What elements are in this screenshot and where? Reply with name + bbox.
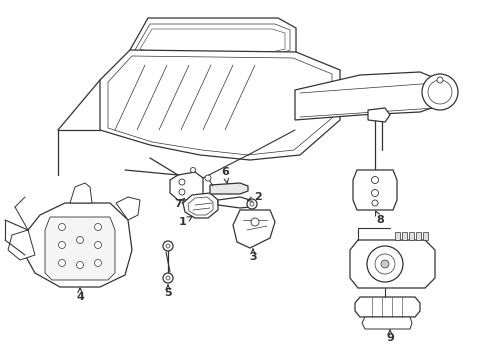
Text: 5: 5 (164, 285, 171, 298)
Circle shape (250, 218, 259, 226)
Circle shape (427, 80, 451, 104)
Text: 2: 2 (247, 192, 262, 202)
Circle shape (59, 260, 65, 266)
Circle shape (246, 199, 257, 209)
Circle shape (436, 77, 442, 83)
Circle shape (163, 241, 173, 251)
Circle shape (59, 242, 65, 248)
Bar (422, 232, 427, 240)
Text: 9: 9 (385, 330, 393, 343)
Bar (415, 232, 420, 240)
Circle shape (94, 224, 102, 230)
Circle shape (421, 74, 457, 110)
Circle shape (380, 260, 388, 268)
Polygon shape (187, 197, 213, 215)
Polygon shape (100, 50, 339, 160)
Text: 7: 7 (174, 198, 184, 209)
Circle shape (179, 189, 184, 195)
Polygon shape (294, 72, 439, 120)
Circle shape (165, 276, 170, 280)
Text: 1: 1 (179, 216, 192, 227)
Bar (401, 232, 406, 240)
Bar (408, 232, 413, 240)
Polygon shape (135, 24, 289, 56)
Polygon shape (354, 297, 419, 317)
Circle shape (94, 242, 102, 248)
Polygon shape (367, 108, 389, 122)
Circle shape (249, 202, 253, 206)
Polygon shape (352, 170, 396, 210)
Polygon shape (232, 210, 274, 248)
Circle shape (165, 244, 170, 248)
Text: 6: 6 (221, 167, 228, 183)
Polygon shape (209, 183, 247, 194)
Polygon shape (361, 317, 411, 329)
Text: 3: 3 (249, 249, 256, 262)
Polygon shape (218, 197, 252, 208)
Circle shape (94, 260, 102, 266)
Polygon shape (25, 203, 132, 287)
Polygon shape (349, 240, 434, 288)
Polygon shape (70, 183, 92, 203)
Circle shape (374, 254, 394, 274)
Circle shape (76, 261, 83, 269)
Polygon shape (116, 197, 140, 220)
Circle shape (366, 246, 402, 282)
Circle shape (59, 224, 65, 230)
Polygon shape (130, 18, 295, 62)
Polygon shape (170, 172, 203, 200)
Polygon shape (183, 193, 218, 218)
Polygon shape (108, 56, 331, 155)
Circle shape (76, 237, 83, 243)
Polygon shape (140, 29, 285, 52)
Text: 4: 4 (76, 288, 84, 302)
Circle shape (163, 273, 173, 283)
Circle shape (371, 189, 378, 197)
Bar (394, 232, 399, 240)
Circle shape (190, 167, 195, 172)
Polygon shape (8, 230, 35, 260)
Circle shape (371, 176, 378, 184)
Text: 8: 8 (375, 211, 383, 225)
Circle shape (204, 175, 210, 181)
Polygon shape (45, 217, 115, 280)
Circle shape (179, 179, 184, 185)
Circle shape (371, 200, 377, 206)
